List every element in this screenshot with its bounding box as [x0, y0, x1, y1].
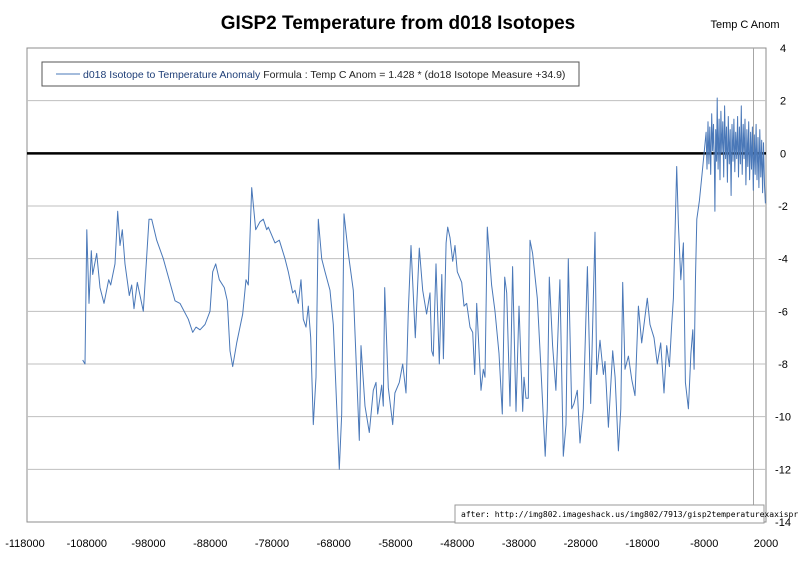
- svg-text:d018 Isotope to Temperature An: d018 Isotope to Temperature Anomaly Formu…: [83, 69, 565, 81]
- plot-area: [26, 47, 767, 523]
- y-tick-label: -4: [778, 254, 788, 266]
- x-tick-label: -48000: [440, 538, 474, 550]
- x-tick-label: -58000: [378, 538, 412, 550]
- series-line-d018-temperature: [82, 97, 766, 470]
- y-tick-label: -14: [775, 517, 791, 529]
- x-tick-labels: -118000 -108000 -98000 -88000 -78000 -68000 -5…: [5, 538, 778, 550]
- legend-formula: Formula : Temp C Anom = 1.428 * (do18 Is…: [263, 69, 565, 81]
- y-tick-labels: 4 2 0 -2 -4 -6 -8 -10 -12 -14: [775, 43, 791, 529]
- x-tick-label: -68000: [317, 538, 351, 550]
- y-tick-label: -12: [775, 464, 791, 476]
- y-axis-label: Temp C Anom: [710, 19, 779, 31]
- y-tick-label: -6: [778, 306, 788, 318]
- y-tick-label: -10: [775, 412, 791, 424]
- y-tick-label: 4: [780, 43, 786, 55]
- legend: d018 Isotope to Temperature Anomaly Formu…: [41, 61, 580, 87]
- x-tick-label: -78000: [255, 538, 289, 550]
- x-tick-label: -98000: [131, 538, 165, 550]
- source-annotation-text: after: http://img802.imageshack.us/img80…: [461, 510, 800, 519]
- x-tick-label: -108000: [67, 538, 107, 550]
- x-tick-label: -88000: [193, 538, 227, 550]
- y-tick-label: -2: [778, 201, 788, 213]
- x-tick-label: -8000: [690, 538, 718, 550]
- chart-title: GISP2 Temperature from d018 Isotopes: [221, 13, 575, 34]
- x-tick-label: -18000: [625, 538, 659, 550]
- x-tick-label: 2000: [754, 538, 778, 550]
- x-tick-label: -38000: [502, 538, 536, 550]
- x-tick-label: -118000: [5, 538, 45, 550]
- source-annotation: after: http://img802.imageshack.us/img80…: [454, 504, 800, 524]
- legend-series-name: d018 Isotope to Temperature Anomaly: [83, 69, 261, 81]
- y-tick-label: -8: [778, 359, 788, 371]
- y-tick-label: 0: [780, 148, 786, 160]
- y-tick-label: 2: [780, 96, 786, 108]
- x-tick-label: -28000: [564, 538, 598, 550]
